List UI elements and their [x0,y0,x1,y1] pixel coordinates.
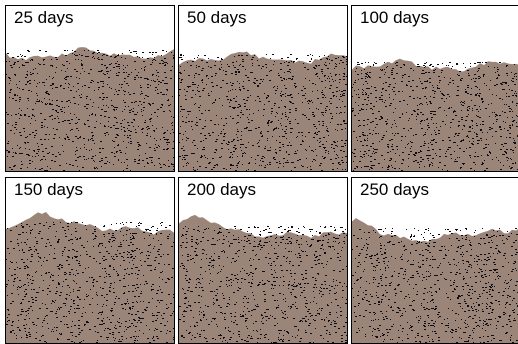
speckle-layer [6,222,174,343]
speckle-layer [6,50,174,171]
simulation-field [6,211,174,343]
panel-label: 50 days [187,8,247,27]
panel-label: 25 days [14,8,74,27]
speckle-layer [352,228,518,343]
speckle-layer [179,226,347,343]
panel-label: 200 days [187,180,256,199]
speckle-layer [352,62,518,171]
simulation-field [179,51,347,171]
field-band [352,218,518,343]
panel-250-days: 250 days [351,177,518,344]
simulation-field [352,58,518,171]
speckle-layer [179,54,347,171]
panel-150-days: 150 days [5,177,175,344]
field-band [179,214,347,343]
panel-100-days: 100 days [351,5,518,172]
panel-200-days: 200 days [178,177,348,344]
simulation-field [352,218,518,343]
simulation-field [179,214,347,343]
panel-label: 150 days [14,180,83,199]
simulation-field [6,47,174,171]
panel-25-days: 25 days [5,5,175,172]
field-band [6,47,174,171]
panel-label: 250 days [360,180,429,199]
field-band [179,51,347,171]
panel-label: 100 days [360,8,429,27]
panel-50-days: 50 days [178,5,348,172]
